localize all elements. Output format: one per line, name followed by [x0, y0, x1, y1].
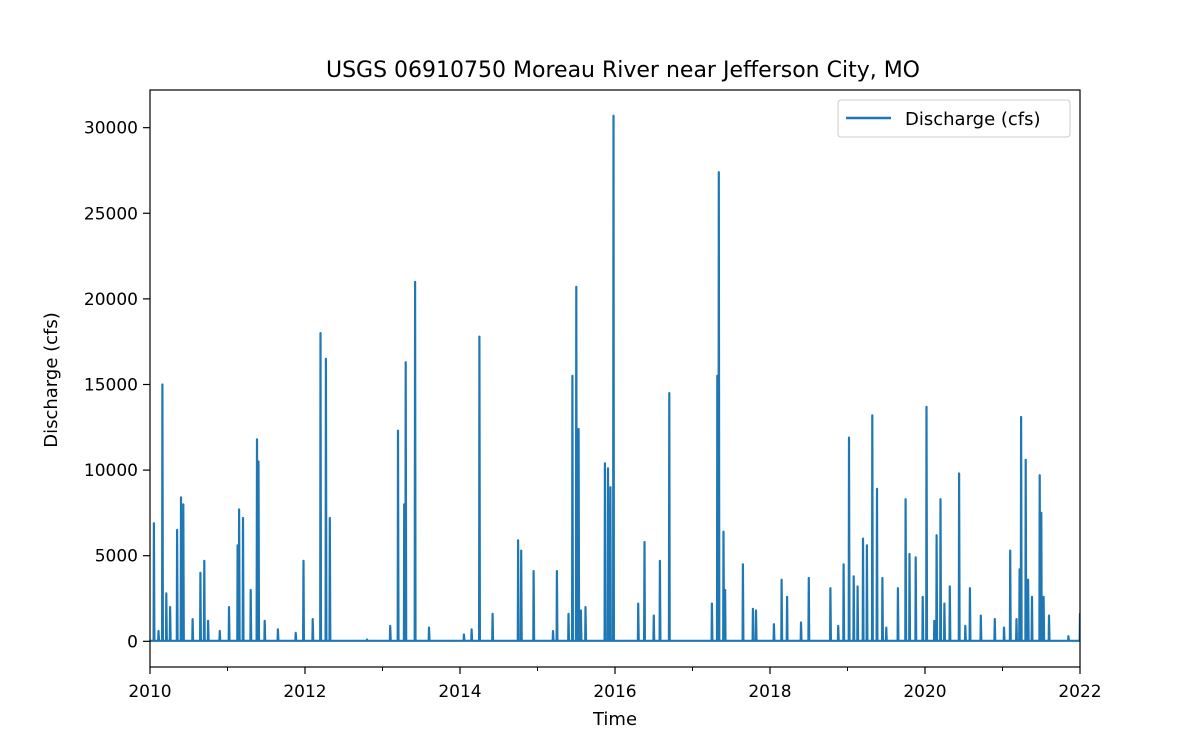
x-tick-label: 2022 — [1058, 682, 1101, 702]
y-tick-label: 10000 — [84, 461, 138, 481]
legend-box — [837, 99, 1071, 138]
y-tick-label: 30000 — [84, 119, 138, 139]
x-tick-label: 2018 — [748, 682, 791, 702]
y-tick-label: 20000 — [84, 290, 138, 310]
y-tick-label: 5000 — [95, 547, 138, 567]
x-tick-label: 2012 — [283, 682, 326, 702]
y-tick-label: 0 — [127, 632, 138, 652]
y-axis-label: Discharge (cfs) — [41, 312, 62, 448]
x-tick-label: 2016 — [593, 682, 636, 702]
x-axis: 2010 2012 2014 2016 2018 2020 2022 — [128, 667, 1102, 702]
y-axis: 0 5000 10000 15000 20000 25000 30000 — [84, 119, 150, 652]
x-tick-label: 2020 — [903, 682, 946, 702]
chart-title: USGS 06910750 Moreau River near Jefferso… — [326, 58, 920, 83]
x-axis-label: Time — [592, 709, 637, 730]
legend-label: Discharge (cfs) — [905, 109, 1041, 130]
series-line-discharge — [150, 114, 1080, 642]
x-tick-label: 2014 — [438, 682, 481, 702]
x-tick-label: 2010 — [128, 682, 171, 702]
y-tick-label: 15000 — [84, 375, 138, 395]
legend: Discharge (cfs) — [837, 99, 1071, 138]
y-tick-label: 25000 — [84, 204, 138, 224]
